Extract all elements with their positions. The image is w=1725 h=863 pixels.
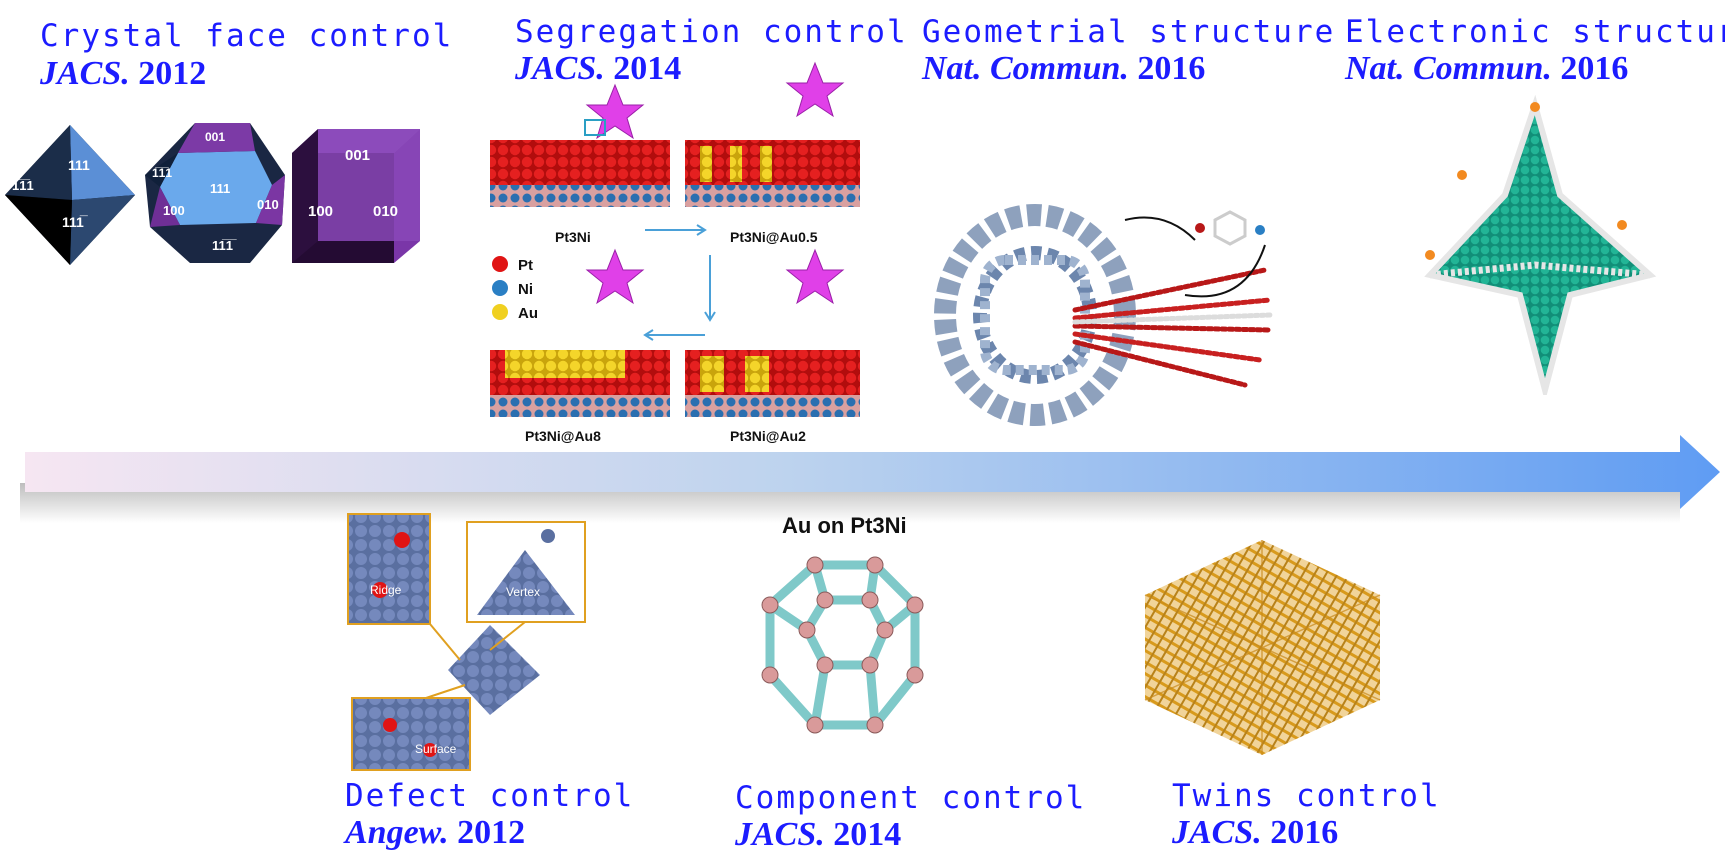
segregation-diagram: Pt3Ni Pt3Ni@Au0.5 Pt Ni Au Pt3Ni@Au8 bbox=[490, 61, 860, 444]
legend-pt-swatch bbox=[492, 256, 508, 272]
slab-pt3ni-au05: Pt3Ni@Au0.5 bbox=[685, 61, 860, 245]
tr-face-top: 001 bbox=[205, 130, 225, 144]
geometrial-structure-image bbox=[934, 204, 1273, 426]
journal: JACS. bbox=[1172, 814, 1262, 851]
ridge-inset: Ridge bbox=[347, 513, 431, 625]
segregation-reference: JACS. 2014 bbox=[515, 50, 681, 88]
twins-reference: JACS. 2016 bbox=[1172, 814, 1338, 852]
component-structure-image bbox=[761, 556, 924, 734]
year: 2014 bbox=[613, 50, 682, 87]
cube-face-left: 100 bbox=[308, 203, 333, 220]
tr-face-b: 111 bbox=[210, 181, 230, 196]
surface-inset: Surface bbox=[351, 697, 471, 771]
component-reference: JACS. 2014 bbox=[735, 816, 901, 854]
vertex-label: Vertex bbox=[506, 585, 540, 599]
tr-face-e: 11̅1̅ bbox=[212, 238, 237, 253]
journal: JACS. bbox=[40, 55, 130, 92]
cube: 001 100 010 bbox=[292, 129, 420, 263]
year: 2012 bbox=[457, 814, 526, 851]
timeline-arrow-body bbox=[25, 435, 1720, 509]
electronic-reference: Nat. Commun. 2016 bbox=[1345, 50, 1628, 88]
twins-structure-image bbox=[1144, 540, 1381, 755]
journal: Nat. Commun. bbox=[1345, 50, 1552, 87]
journal: Angew. bbox=[345, 814, 449, 851]
ridge-label: Ridge bbox=[370, 583, 402, 597]
year: 2016 bbox=[1270, 814, 1339, 851]
reaction-arrow bbox=[1124, 216, 1196, 241]
crystal-shapes: 111 1̅1̅1 111̅ 001 1̅1̅1 111 100 010 11̅… bbox=[5, 123, 420, 265]
legend-pt: Pt bbox=[518, 257, 533, 274]
journal: JACS. bbox=[515, 50, 605, 87]
year: 2014 bbox=[833, 816, 902, 853]
tr-face-a: 1̅1̅1 bbox=[152, 166, 172, 180]
slab-pt3ni: Pt3Ni bbox=[490, 83, 670, 245]
molecule bbox=[1195, 210, 1265, 246]
timeline-arrow bbox=[20, 435, 1720, 523]
geometrial-reference: Nat. Commun. 2016 bbox=[922, 50, 1205, 88]
legend-au: Au bbox=[518, 305, 538, 322]
surface-label: Surface bbox=[415, 742, 457, 756]
journal: JACS. bbox=[735, 816, 825, 853]
legend-ni-swatch bbox=[492, 280, 508, 296]
year: 2016 bbox=[1560, 50, 1629, 87]
component-caption: Au on Pt3Ni bbox=[782, 513, 907, 538]
oct-face-a: 111 bbox=[68, 157, 90, 173]
slab-pt3ni-au2: Pt3Ni@Au2 bbox=[685, 350, 860, 444]
journal: Nat. Commun. bbox=[922, 50, 1129, 87]
defect-reference: Angew. 2012 bbox=[345, 814, 525, 852]
cage-bonds bbox=[765, 560, 920, 730]
label-pt3ni-au8: Pt3Ni@Au8 bbox=[525, 428, 601, 444]
vertex-inset: Vertex bbox=[466, 521, 586, 623]
year: 2016 bbox=[1137, 50, 1206, 87]
label-pt3ni-au2: Pt3Ni@Au2 bbox=[730, 428, 806, 444]
truncated-octahedron: 001 1̅1̅1 111 100 010 11̅1̅ bbox=[145, 123, 285, 263]
cube-face-top: 001 bbox=[345, 147, 370, 164]
tr-face-d: 010 bbox=[257, 197, 279, 212]
defect-title: Defect control bbox=[345, 778, 635, 814]
octahedron: 111 1̅1̅1 111̅ bbox=[5, 125, 135, 265]
cube-face-right: 010 bbox=[373, 203, 398, 220]
legend: Pt Ni Au bbox=[492, 256, 538, 322]
tr-face-c: 100 bbox=[163, 203, 185, 218]
cage-atoms bbox=[761, 556, 924, 734]
process-arrows bbox=[643, 224, 716, 341]
oct-face-c: 111̅ bbox=[62, 214, 88, 230]
label-pt3ni-au05: Pt3Ni@Au0.5 bbox=[730, 229, 818, 245]
legend-au-swatch bbox=[492, 304, 508, 320]
defect-diagram: Ridge Vertex Surface bbox=[347, 513, 586, 771]
electronic-structure-image bbox=[1424, 95, 1657, 395]
nanowire-bundle bbox=[1072, 267, 1273, 388]
electronic-title: Electronic structure bbox=[1345, 14, 1725, 50]
year: 2012 bbox=[138, 55, 207, 92]
oct-face-b: 1̅1̅1 bbox=[12, 178, 34, 193]
twins-title: Twins control bbox=[1172, 778, 1441, 814]
reaction-arrow-2 bbox=[1184, 244, 1266, 298]
slab-pt3ni-au8: Pt3Ni@Au8 bbox=[490, 350, 670, 444]
crystal-face-reference: JACS. 2012 bbox=[40, 55, 206, 93]
segregation-title: Segregation control bbox=[515, 14, 908, 50]
label-pt3ni: Pt3Ni bbox=[555, 229, 591, 245]
geometrial-title: Geometrial structure bbox=[922, 14, 1336, 50]
legend-ni: Ni bbox=[518, 281, 533, 298]
nanocrystal bbox=[419, 621, 540, 715]
nanostar bbox=[1424, 95, 1657, 395]
crystal-face-title: Crystal face control bbox=[40, 18, 454, 54]
component-title: Component control bbox=[735, 780, 1087, 816]
